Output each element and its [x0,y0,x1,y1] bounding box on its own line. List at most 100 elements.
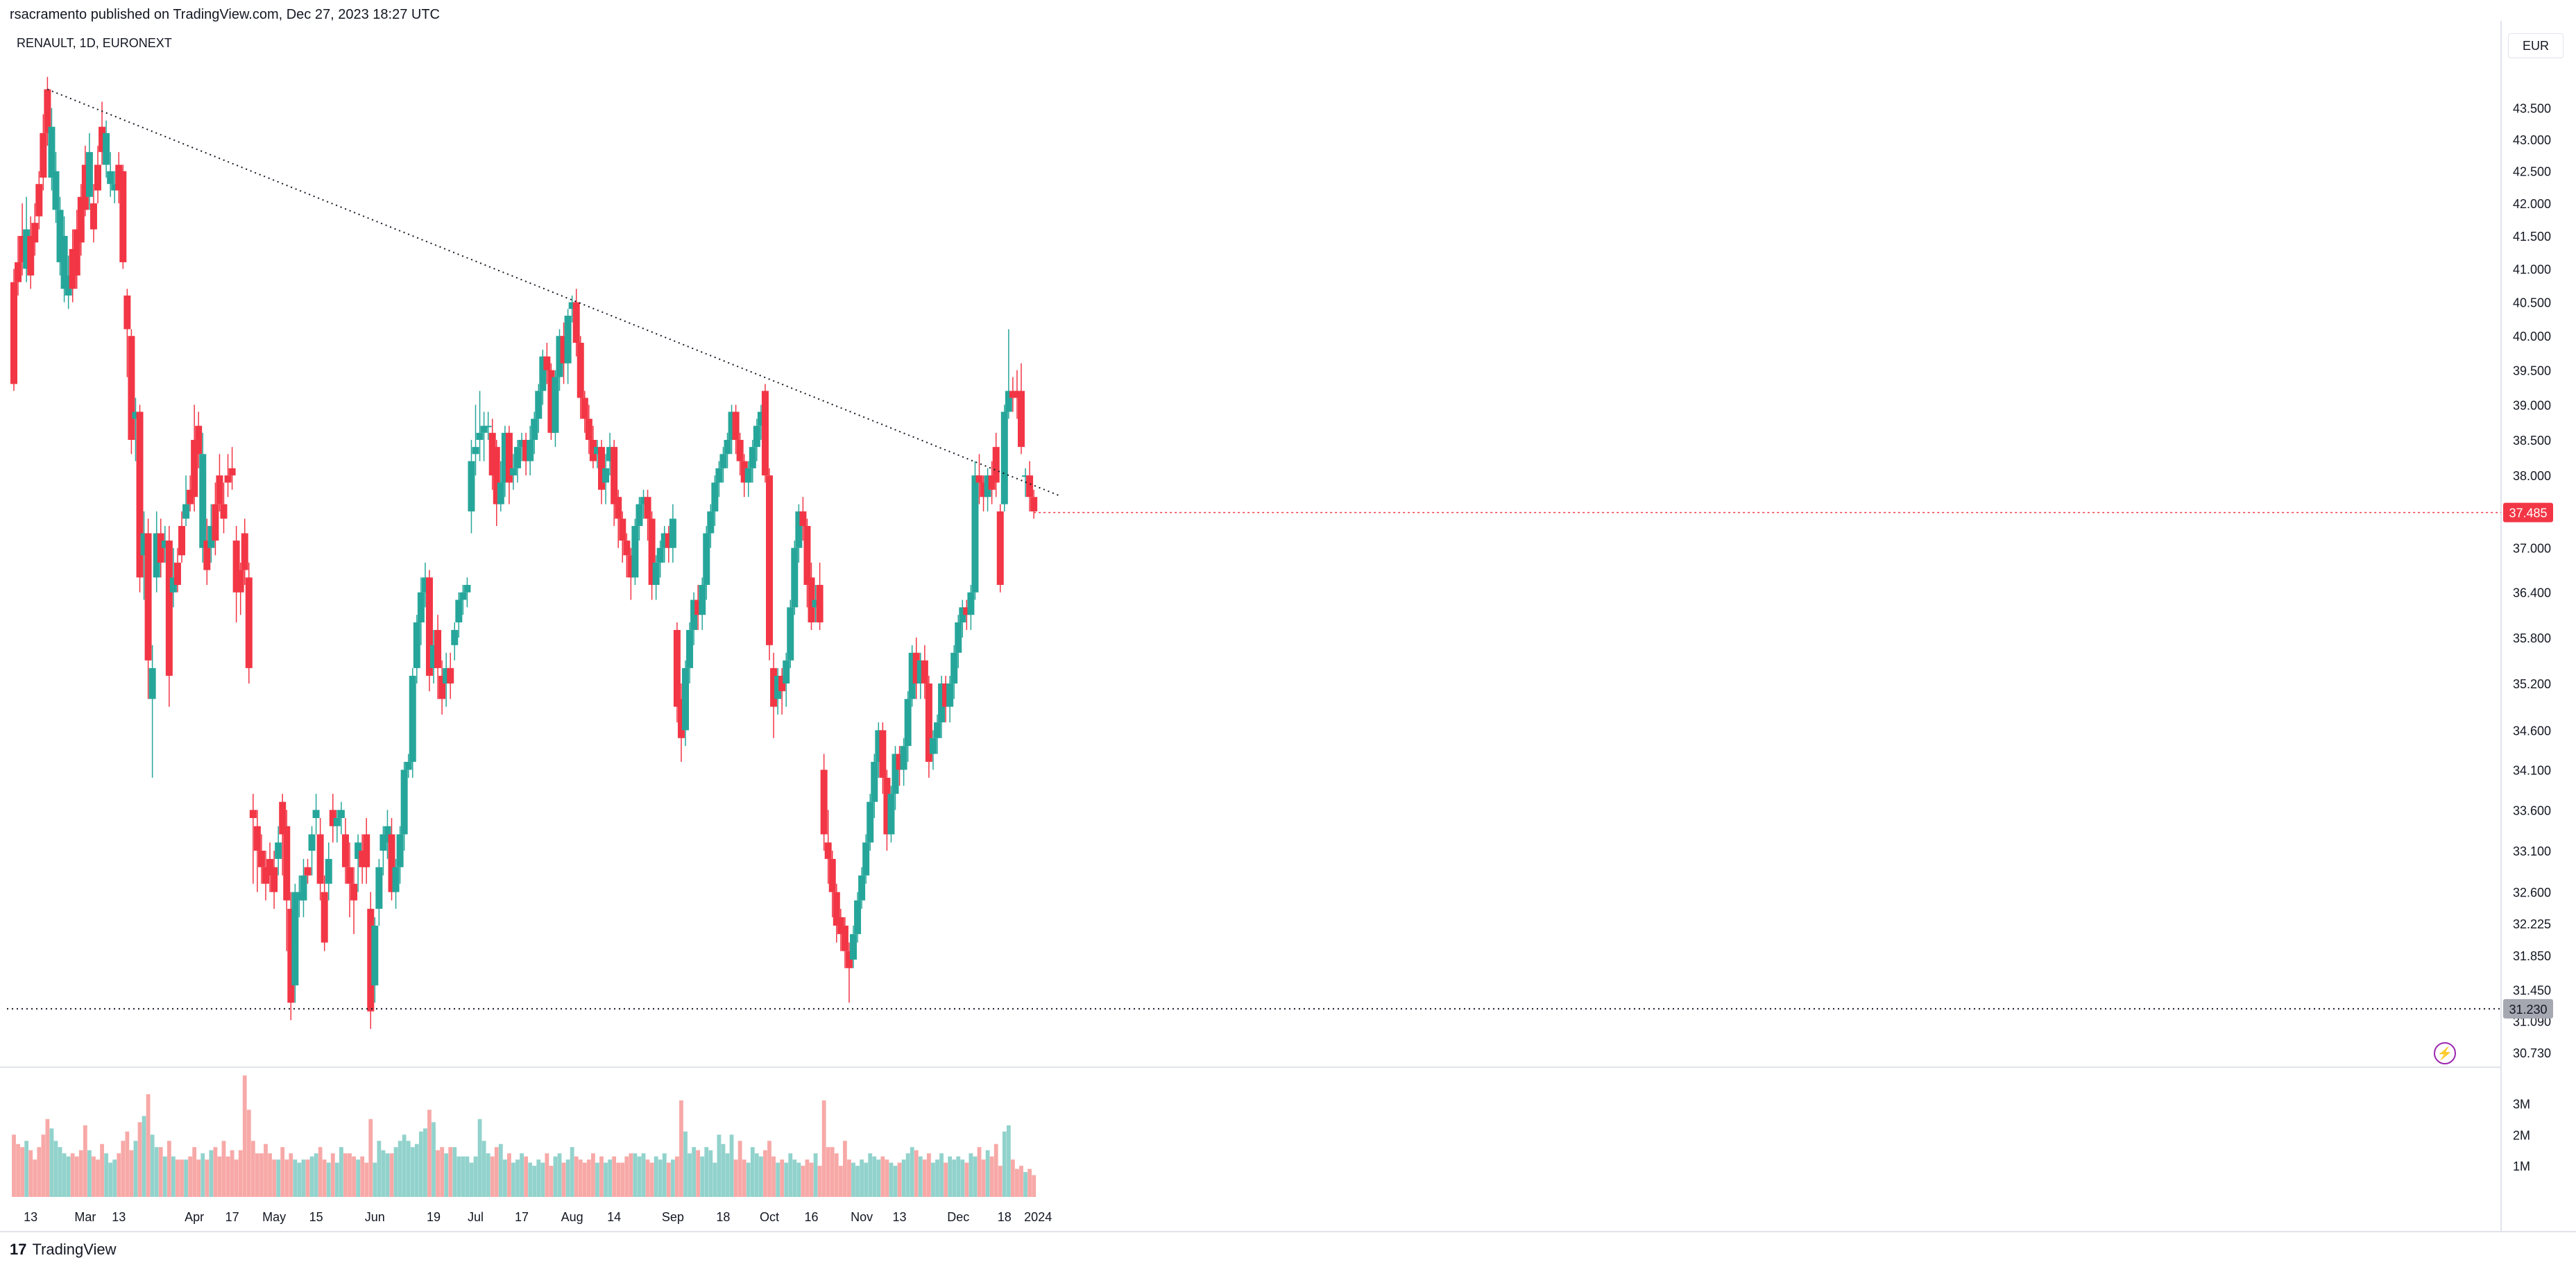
candle-body [1022,475,1030,477]
volume-bar [973,1156,978,1197]
lightning-icon[interactable]: ⚡ [2434,1042,2456,1064]
candle-body [375,867,383,909]
candle-body [690,600,698,630]
volume-bar [133,1141,138,1197]
volume-bar [893,1166,898,1197]
volume-bar [221,1141,226,1197]
candle-body [99,126,106,153]
volume-bar [989,1156,994,1197]
volume-pane [12,1075,1037,1197]
volume-bar [448,1147,453,1197]
candle-body [770,667,778,707]
candle-body [556,336,563,377]
candle-body [833,892,840,926]
candle-body [527,439,534,461]
volume-bar [314,1153,318,1197]
volume-bar [960,1159,965,1197]
volume-bar [184,1159,188,1197]
candle-body [119,171,127,262]
candle-body [892,754,899,794]
volume-bar [796,1162,801,1197]
volume-bar [595,1162,599,1197]
candle-body [228,468,236,476]
currency-button[interactable]: EUR [2508,33,2564,58]
time-tick-label: 17 [225,1210,239,1224]
candle-body [187,489,194,504]
candle-body [766,475,773,645]
volume-bar [654,1156,658,1197]
candle-body [1009,391,1016,398]
volume-bar [608,1159,612,1197]
volume-bar [708,1150,713,1197]
candle-body [279,801,287,835]
volume-bar [465,1156,470,1197]
candle-body [60,235,68,289]
candle-body [850,934,857,960]
candle-body [169,577,177,593]
candle-body [879,730,887,778]
candle-body [996,511,1004,585]
volume-bar [737,1141,742,1197]
time-tick-label: Dec [947,1210,969,1224]
candle-body [480,425,488,433]
candle-body [23,229,31,269]
candle-body [396,834,404,867]
volume-bar [137,1122,142,1197]
candle-body [308,834,316,851]
candle-body [581,398,588,419]
volume-bar [574,1156,579,1197]
time-tick-label: 16 [804,1210,818,1224]
volume-bar [515,1159,520,1197]
candle-body [304,867,312,876]
candle-body [451,629,459,645]
volume-bar [322,1159,327,1197]
volume-bar [217,1156,222,1197]
volume-bar [528,1162,533,1197]
candle-body [392,867,400,892]
candle-body [430,645,437,668]
volume-bar [645,1159,650,1197]
volume-bar [457,1156,461,1197]
candle-body [971,475,979,593]
candle-body [724,439,731,454]
volume-bar [250,1141,255,1197]
volume-bar [377,1141,382,1197]
volume-bar [944,1162,948,1197]
candle-body [858,875,866,901]
candle-body [900,746,907,770]
candle-body [648,518,656,585]
volume-bar [838,1166,843,1197]
candle-body [115,164,123,191]
volume-bar [624,1156,629,1197]
volume-bar [700,1156,705,1197]
tradingview-footer[interactable]: 17 TradingView [10,1241,117,1259]
volume-bar [939,1153,944,1197]
time-tick-label: May [262,1210,286,1224]
candle-body [946,683,954,707]
volume-bar [952,1159,957,1197]
volume-bar [927,1153,931,1197]
price-tick-label: 34.600 [2513,724,2551,738]
candle-body [488,432,496,476]
candle-body [468,461,475,512]
tradingview-logo-icon: 17 [10,1241,27,1258]
volume-bar [629,1153,633,1197]
candle-body [509,468,517,476]
volume-bar [196,1159,201,1197]
volume-bar [436,1150,440,1197]
time-tick-label: 18 [716,1210,730,1224]
candle-body [627,555,635,578]
candle-body [753,425,760,448]
candle-body [732,411,740,440]
candle-body [505,432,513,483]
volume-bar [402,1134,407,1197]
candle-body [15,262,22,282]
volume-bar [612,1156,617,1197]
candle-body [669,518,676,548]
volume-tick-label: 2M [2513,1128,2530,1142]
candle-body [955,622,962,653]
volume-bar [309,1156,314,1197]
volume-bar [162,1156,167,1197]
candle-body [774,675,782,699]
